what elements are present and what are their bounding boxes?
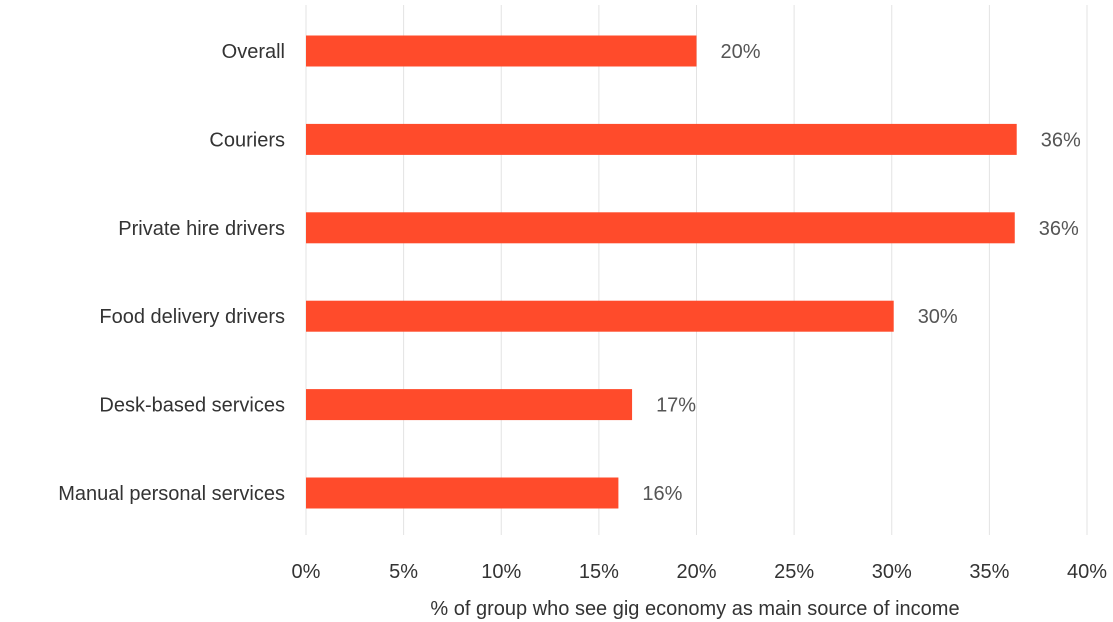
bar bbox=[306, 35, 697, 67]
x-tick-label: 5% bbox=[389, 561, 418, 583]
category-label: Food delivery drivers bbox=[99, 306, 285, 328]
x-axis-title: % of group who see gig economy as main s… bbox=[430, 598, 959, 620]
bar bbox=[306, 477, 619, 509]
x-tick-label: 20% bbox=[676, 561, 716, 583]
x-tick-label: 15% bbox=[579, 561, 619, 583]
bar bbox=[306, 300, 894, 332]
category-label: Couriers bbox=[209, 129, 285, 151]
category-labels: Overall Couriers Private hire drivers Food … bbox=[58, 41, 285, 505]
value-label: 20% bbox=[721, 41, 761, 63]
bar bbox=[306, 212, 1015, 244]
x-tick-label: 30% bbox=[872, 561, 912, 583]
x-tick-label: 40% bbox=[1067, 561, 1107, 583]
category-label: Desk-based services bbox=[99, 395, 285, 417]
x-tick-label: 0% bbox=[292, 561, 321, 583]
category-label: Overall bbox=[222, 41, 285, 63]
value-label: 17% bbox=[656, 395, 696, 417]
value-label: 36% bbox=[1039, 218, 1079, 240]
gridlines bbox=[305, 5, 1088, 535]
value-label: 16% bbox=[642, 483, 682, 505]
x-tick-label: 25% bbox=[774, 561, 814, 583]
bar bbox=[306, 389, 633, 421]
value-label: 30% bbox=[918, 306, 958, 328]
x-tick-labels: 0% 5% 10% 15% 20% 25% 30% 35% 40% bbox=[292, 561, 1108, 583]
value-labels: 20% 36% 36% 30% 17% 16% bbox=[642, 41, 1081, 505]
category-label: Private hire drivers bbox=[118, 218, 285, 240]
category-label: Manual personal services bbox=[58, 483, 285, 505]
bar bbox=[306, 123, 1017, 155]
x-tick-label: 10% bbox=[481, 561, 521, 583]
x-tick-label: 35% bbox=[969, 561, 1009, 583]
value-label: 36% bbox=[1041, 129, 1081, 151]
bars bbox=[306, 35, 1017, 509]
